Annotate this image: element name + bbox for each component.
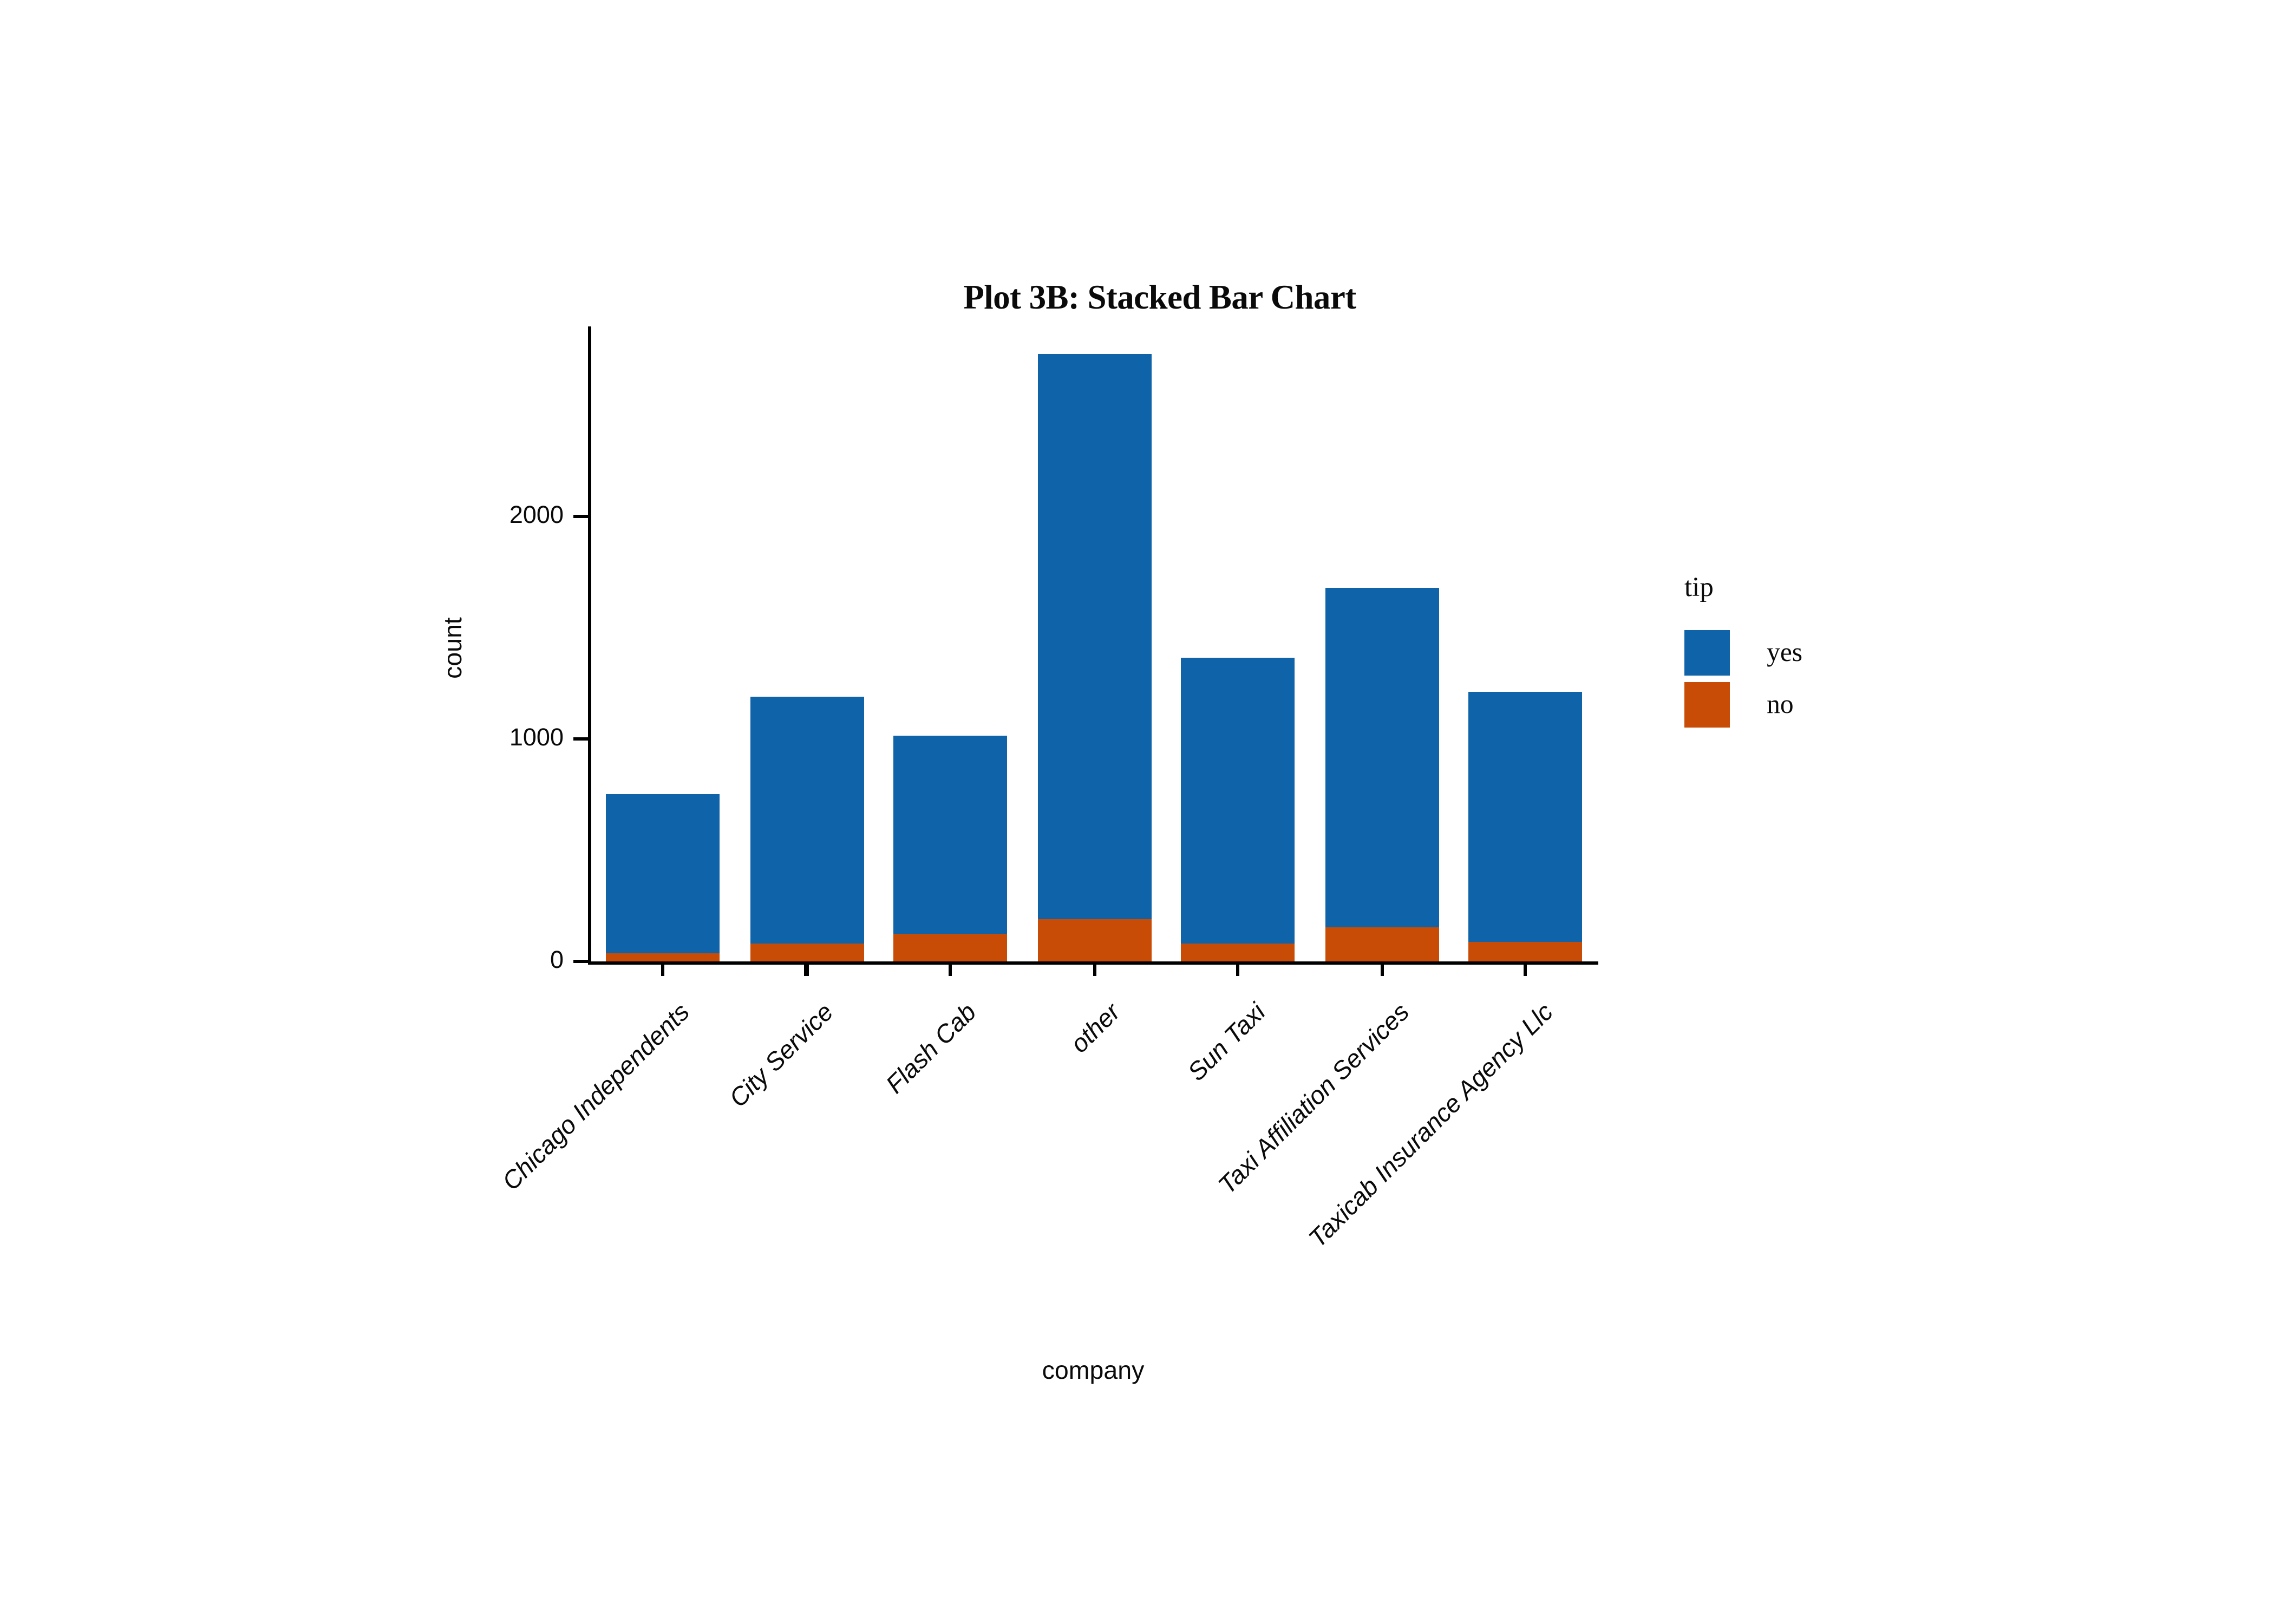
bar-segment-yes bbox=[605, 795, 720, 953]
bar-segment-yes bbox=[1469, 692, 1583, 942]
bar-chicago-independents bbox=[605, 795, 720, 962]
y-tick bbox=[573, 960, 587, 964]
x-tick-label: Flash Cab bbox=[882, 999, 983, 1099]
bar-sun-taxi bbox=[1181, 657, 1295, 962]
bar-segment-no bbox=[605, 953, 720, 962]
bar-slot bbox=[1310, 326, 1454, 962]
bar-taxicab-insurance-agency-llc bbox=[1469, 692, 1583, 962]
y-tick-label: 0 bbox=[550, 947, 564, 975]
bar-flash-cab bbox=[893, 735, 1008, 962]
legend-label: yes bbox=[1767, 636, 1803, 667]
legend-title: tip bbox=[1684, 572, 1714, 603]
x-tick bbox=[661, 961, 665, 976]
x-tick bbox=[1236, 961, 1240, 976]
bar-other bbox=[1037, 354, 1152, 962]
plot-area bbox=[573, 326, 1598, 976]
chart-title: Plot 3B: Stacked Bar Chart bbox=[963, 278, 1356, 317]
bar-segment-no bbox=[1469, 941, 1583, 962]
legend-item-yes: yes bbox=[1684, 630, 1803, 676]
bar-segment-yes bbox=[1325, 587, 1439, 928]
x-tick-label: City Service bbox=[724, 999, 839, 1114]
x-axis-title: company bbox=[1042, 1358, 1145, 1385]
bars-row bbox=[591, 326, 1598, 962]
legend-label: no bbox=[1767, 689, 1794, 720]
bar-segment-no bbox=[749, 942, 864, 962]
bar-slot bbox=[879, 326, 1023, 962]
bar-segment-yes bbox=[749, 696, 864, 943]
bar-segment-yes bbox=[1037, 354, 1152, 920]
legend-item-no: no bbox=[1684, 682, 1802, 728]
legend: tip yes no bbox=[1684, 572, 1802, 735]
bar-slot bbox=[1022, 326, 1166, 962]
x-tick-label: Taxicab Insurance Agency Llc bbox=[1303, 999, 1559, 1254]
y-tick-label: 1000 bbox=[509, 724, 564, 752]
x-tick-label: other bbox=[1067, 999, 1127, 1059]
x-tick bbox=[1092, 961, 1096, 976]
bar-segment-yes bbox=[1181, 657, 1295, 944]
y-tick-label: 2000 bbox=[509, 501, 564, 529]
x-tick bbox=[1524, 961, 1528, 976]
y-tick bbox=[573, 514, 587, 518]
legend-swatch-yes bbox=[1684, 630, 1730, 676]
bar-taxi-affiliation-services bbox=[1325, 587, 1439, 962]
bar-city-service bbox=[749, 696, 864, 962]
x-tick bbox=[1380, 961, 1384, 976]
legend-swatch-no bbox=[1684, 682, 1730, 728]
bar-slot bbox=[735, 326, 879, 962]
y-tick bbox=[573, 737, 587, 741]
bar-slot bbox=[1454, 326, 1598, 962]
bar-segment-no bbox=[893, 934, 1008, 962]
x-tick-label: Chicago Independents bbox=[497, 999, 696, 1197]
bar-segment-no bbox=[1181, 944, 1295, 962]
bar-segment-no bbox=[1037, 919, 1152, 962]
x-tick-label: Sun Taxi bbox=[1182, 999, 1271, 1087]
y-axis-title: count bbox=[440, 617, 468, 679]
x-tick bbox=[805, 961, 808, 976]
x-tick bbox=[949, 961, 952, 976]
bar-segment-yes bbox=[893, 735, 1008, 934]
bar-slot bbox=[591, 326, 735, 962]
bar-segment-no bbox=[1325, 927, 1439, 962]
bar-slot bbox=[1166, 326, 1310, 962]
legend-items: yes no bbox=[1684, 630, 1802, 728]
